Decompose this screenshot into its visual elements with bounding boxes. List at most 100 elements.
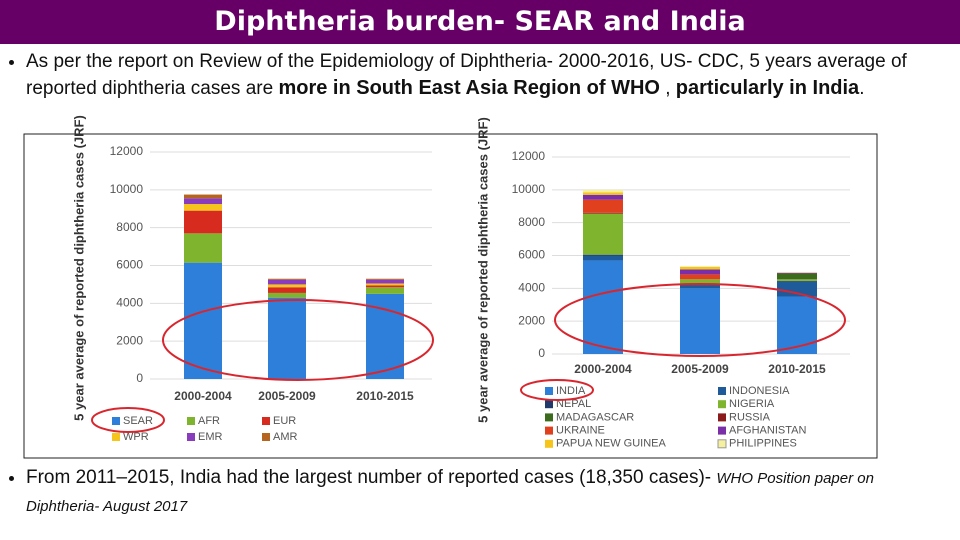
bar-segment: [680, 269, 720, 275]
text: As per the report on Review of the Epide…: [26, 51, 907, 99]
legend-label: NIGERIA: [729, 398, 775, 410]
bar-segment: [680, 274, 720, 280]
legend-swatch: [718, 426, 726, 435]
x-tick-label: 2005-2009: [258, 389, 316, 403]
bar-segment: [366, 285, 404, 288]
bar-segment: [680, 266, 720, 267]
legend-label: EMR: [198, 431, 223, 443]
bar-segment: [366, 278, 404, 280]
text: ,: [659, 78, 676, 99]
bar-segment: [777, 279, 817, 281]
legend-swatch: [545, 400, 553, 409]
bar-segment: [184, 204, 222, 211]
bar-segment: [184, 233, 222, 263]
legend-swatch: [112, 433, 120, 441]
legend-label: PAPUA NEW GUINEA: [556, 438, 666, 450]
x-tick-label: 2010-2015: [356, 389, 414, 403]
legend-swatch: [545, 413, 553, 422]
bullet-list: As per the report on Review of the Epide…: [0, 48, 946, 102]
bar-segment: [268, 278, 306, 280]
bar-segment: [184, 194, 222, 199]
y-tick-label: 4000: [518, 281, 545, 295]
bar-segment: [583, 260, 623, 354]
legend-label: EUR: [273, 415, 296, 427]
bar-segment: [268, 284, 306, 288]
legend-swatch: [718, 400, 726, 409]
y-tick-label: 10000: [512, 182, 546, 196]
y-tick-label: 8000: [116, 220, 143, 234]
legend-swatch: [187, 417, 195, 425]
slide-title: Diphtheria burden- SEAR and India: [0, 0, 960, 44]
bar-segment: [680, 279, 720, 285]
x-tick-label: 2005-2009: [671, 362, 729, 376]
legend-label: PHILIPPINES: [729, 438, 797, 450]
x-tick-label: 2000-2004: [174, 389, 232, 403]
bar-segment: [680, 288, 720, 354]
bullet: From 2011–2015, India had the largest nu…: [26, 464, 946, 520]
legend-swatch: [718, 387, 726, 395]
bar-segment: [777, 296, 817, 354]
bar-segment: [366, 293, 404, 379]
text: From 2011–2015, India had the largest nu…: [26, 467, 717, 488]
citation: WHO Position paper on Diphtheria- August…: [26, 470, 874, 515]
text: .: [859, 78, 865, 99]
legend-swatch: [717, 439, 727, 449]
legend-swatch: [187, 433, 195, 441]
bar-segment: [268, 292, 306, 298]
legend-label: AFGHANISTAN: [729, 425, 806, 437]
bar-segment: [268, 279, 306, 285]
bar-segment: [583, 189, 623, 193]
legend-swatch: [262, 433, 270, 441]
bar-segment: [583, 199, 623, 213]
bar-segment: [583, 255, 623, 261]
charts: 0 2000 4000 6000 8000 10000 12000 5 year averag…: [71, 115, 850, 450]
highlight: [91, 407, 165, 433]
legend-swatch: [718, 413, 726, 422]
highlight: [162, 299, 434, 381]
bold-text: more in South East Asia Region of WHO: [278, 77, 660, 99]
legend-swatch: [545, 439, 553, 448]
y-tick-label: 0: [136, 371, 143, 385]
highlight: [520, 379, 594, 401]
bar-segment: [366, 283, 404, 286]
y-tick-label: 8000: [518, 215, 545, 229]
legend-swatch: [545, 387, 553, 395]
y-tick-label: 12000: [110, 144, 144, 158]
y-tick-label: 0: [538, 346, 545, 360]
y-tick-label: 6000: [116, 258, 143, 272]
legend-label: UKRAINE: [556, 425, 605, 437]
bar-segment: [777, 271, 817, 273]
x-tick-label: 2000-2004: [574, 362, 632, 376]
bar-segment: [366, 279, 404, 284]
bar-segment: [583, 254, 623, 256]
bold-text: particularly in India: [675, 77, 860, 99]
y-tick-label: 4000: [116, 296, 143, 310]
legend-label: AFR: [198, 415, 220, 427]
legend-swatch: [545, 426, 553, 435]
bar-segment: [583, 212, 623, 214]
legend-label: AMR: [273, 431, 298, 443]
highlight: [554, 283, 846, 357]
bar-segment: [680, 285, 720, 289]
bullet: As per the report on Review of the Epide…: [26, 48, 946, 102]
figure-frame: [23, 133, 878, 459]
bar-segment: [184, 198, 222, 205]
bar-segment: [583, 192, 623, 195]
y-tick-label: 10000: [110, 182, 144, 196]
legend-swatch: [112, 417, 120, 425]
y-tick-label: 6000: [518, 248, 545, 262]
bar-segment: [583, 194, 623, 200]
bar-segment: [184, 262, 222, 379]
y-axis-title: 5 year average of reported diphtheria ca…: [71, 115, 86, 421]
bar-segment: [777, 281, 817, 297]
y-tick-label: 2000: [518, 313, 545, 327]
bar-segment: [268, 287, 306, 293]
bar-segment: [184, 210, 222, 234]
legend-label: MADAGASCAR: [556, 411, 634, 423]
x-tick-label: 2010-2015: [768, 362, 826, 376]
legend-swatch: [262, 417, 270, 425]
bar-segment: [268, 297, 306, 379]
legend-label: INDONESIA: [729, 385, 790, 397]
